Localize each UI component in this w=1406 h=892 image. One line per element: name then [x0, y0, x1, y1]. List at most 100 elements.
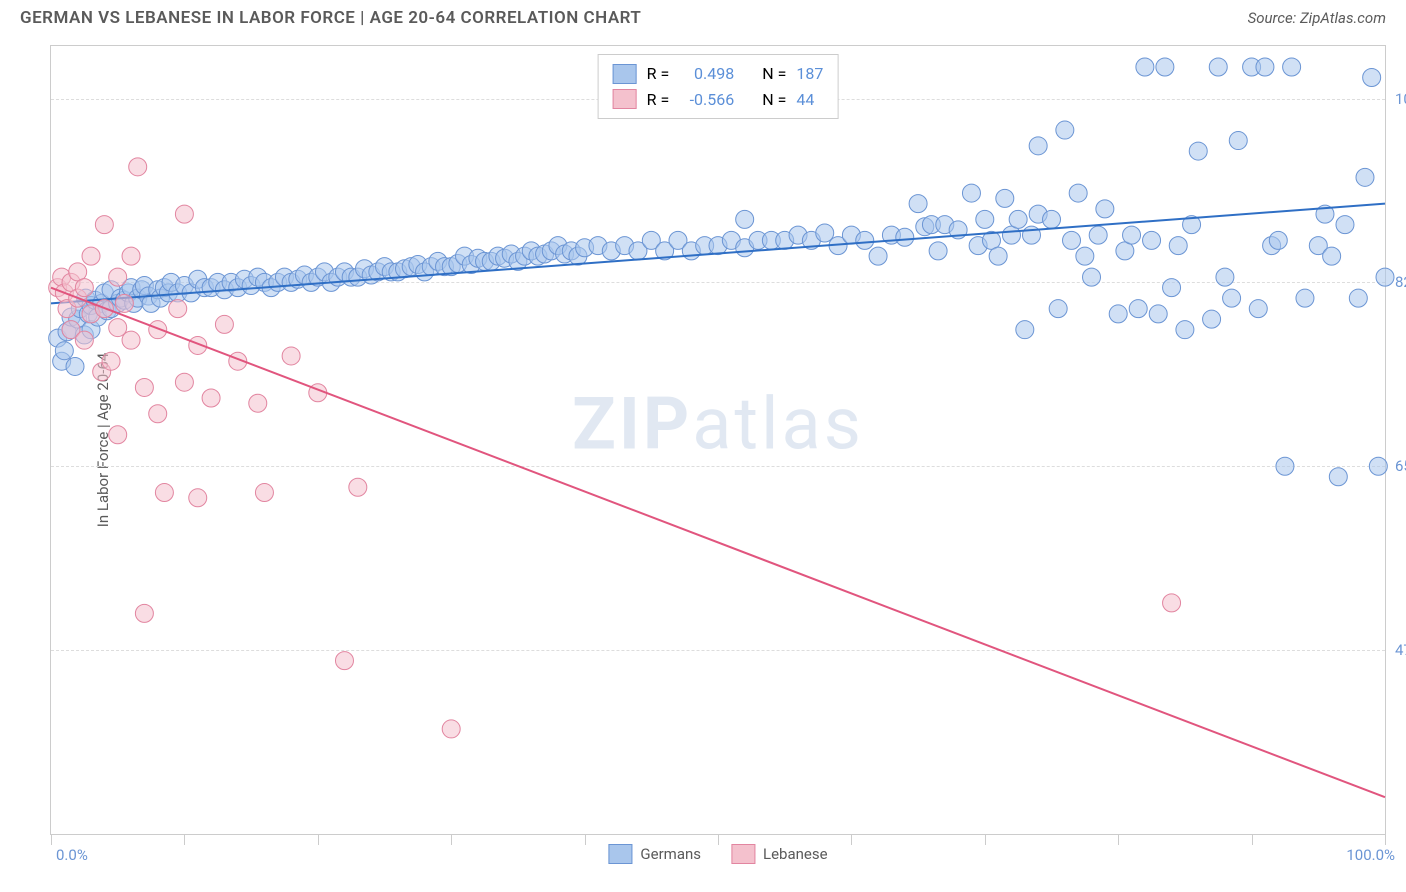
y-tick-label: 65.0% [1395, 457, 1406, 475]
correlation-legend-row: R = 0.498 N = 187 [613, 61, 824, 87]
data-point [1089, 226, 1107, 244]
data-point [75, 331, 93, 349]
data-point [149, 321, 167, 339]
r-label: R = [647, 87, 670, 113]
data-point [976, 210, 994, 228]
series-legend-lebanese: Lebanese [731, 844, 828, 864]
data-point [1203, 310, 1221, 328]
legend-swatch-lebanese [731, 844, 755, 864]
data-point [255, 484, 273, 502]
data-point [1169, 237, 1187, 255]
chart-source: Source: ZipAtlas.com [1248, 9, 1386, 27]
r-value: -0.566 [679, 87, 734, 113]
data-point [1349, 289, 1367, 307]
data-point [1056, 121, 1074, 139]
data-point [869, 247, 887, 265]
data-point [1376, 268, 1394, 286]
data-point [1356, 168, 1374, 186]
data-point [122, 331, 140, 349]
data-point [189, 489, 207, 507]
series-legend-germans: Germans [608, 844, 701, 864]
data-point [1076, 247, 1094, 265]
data-point [55, 342, 73, 360]
data-point [109, 268, 127, 286]
data-point [1029, 137, 1047, 155]
data-point [929, 242, 947, 260]
data-point [989, 247, 1007, 265]
data-point [1269, 231, 1287, 249]
data-point [1123, 226, 1141, 244]
data-point [1143, 231, 1161, 249]
series-legend: Germans Lebanese [608, 844, 827, 864]
data-point [1216, 268, 1234, 286]
x-axis-start-label: 0.0% [56, 846, 88, 864]
data-point [1176, 321, 1194, 339]
data-point [1209, 58, 1227, 76]
series-label: Germans [640, 845, 701, 863]
data-point [109, 426, 127, 444]
trend-line [51, 204, 1385, 304]
data-point [115, 294, 133, 312]
data-point [1016, 321, 1034, 339]
correlation-legend: R = 0.498 N = 187 R = -0.566 N = 44 [598, 54, 839, 119]
data-point [75, 279, 93, 297]
data-point [135, 378, 153, 396]
n-value: 187 [796, 61, 823, 87]
correlation-legend-row: R = -0.566 N = 44 [613, 87, 824, 113]
data-point [202, 389, 220, 407]
data-point [122, 247, 140, 265]
data-point [1189, 142, 1207, 160]
n-value: 44 [796, 87, 814, 113]
data-point [282, 347, 300, 365]
data-point [1096, 200, 1114, 218]
data-point [1149, 305, 1167, 323]
data-point [1296, 289, 1314, 307]
data-point [736, 210, 754, 228]
data-point [896, 228, 914, 246]
data-point [1336, 216, 1354, 234]
trend-line [51, 288, 1385, 798]
data-point [66, 357, 84, 375]
data-point [962, 184, 980, 202]
data-point [102, 352, 120, 370]
data-point [1329, 468, 1347, 486]
data-point [856, 231, 874, 249]
y-tick-label: 47.5% [1395, 641, 1406, 659]
data-point [1163, 594, 1181, 612]
legend-swatch-germans [608, 844, 632, 864]
r-value: 0.498 [679, 61, 734, 87]
data-point [349, 478, 367, 496]
data-point [1043, 210, 1061, 228]
data-point [1069, 184, 1087, 202]
data-point [1156, 58, 1174, 76]
y-tick-label: 100.0% [1395, 90, 1406, 108]
data-point [82, 247, 100, 265]
data-point [175, 205, 193, 223]
n-label: N = [762, 61, 786, 87]
chart-title: GERMAN VS LEBANESE IN LABOR FORCE | AGE … [20, 8, 641, 28]
data-point [1363, 69, 1381, 87]
data-point [1323, 247, 1341, 265]
data-point [909, 195, 927, 213]
data-point [1249, 300, 1267, 318]
x-axis-end-label: 100.0% [1346, 846, 1395, 864]
data-point [442, 720, 460, 738]
data-point [1223, 289, 1241, 307]
chart-container: In Labor Force | Age 20-64 47.5%65.0%82.… [50, 45, 1386, 835]
data-point [1256, 58, 1274, 76]
series-label: Lebanese [763, 845, 828, 863]
data-point [175, 373, 193, 391]
data-point [129, 158, 147, 176]
data-point [1083, 268, 1101, 286]
data-point [249, 394, 267, 412]
n-label: N = [762, 87, 786, 113]
data-point [95, 216, 113, 234]
data-point [1276, 457, 1294, 475]
data-point [1109, 305, 1127, 323]
data-point [1369, 457, 1387, 475]
data-point [135, 604, 153, 622]
data-point [1009, 210, 1027, 228]
data-point [1063, 231, 1081, 249]
data-point [1283, 58, 1301, 76]
chart-header: GERMAN VS LEBANESE IN LABOR FORCE | AGE … [0, 0, 1406, 36]
